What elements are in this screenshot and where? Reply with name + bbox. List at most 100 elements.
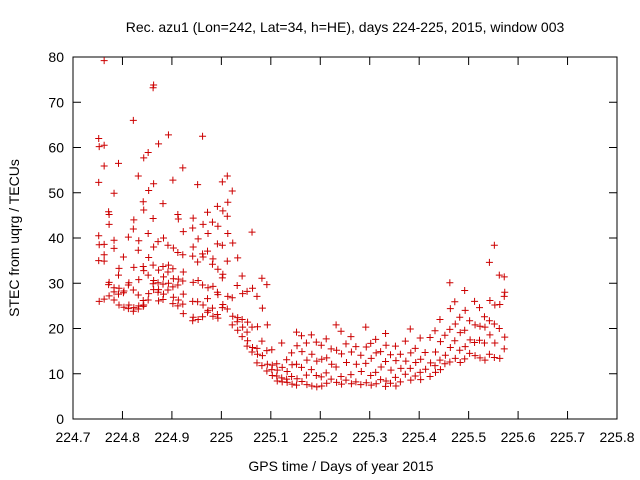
data-point (218, 241, 226, 249)
data-point (431, 327, 439, 335)
data-point (436, 338, 444, 346)
data-point (155, 297, 163, 305)
data-point (485, 258, 493, 266)
data-point (144, 229, 152, 237)
data-point (134, 172, 142, 180)
data-point (95, 134, 103, 142)
data-point (258, 337, 266, 345)
data-point (174, 275, 182, 283)
data-point (150, 180, 158, 188)
data-point (258, 274, 266, 282)
data-point (451, 320, 459, 328)
data-point (263, 281, 271, 289)
data-point (223, 172, 231, 180)
data-point (253, 344, 261, 352)
x-axis: 224.7 224.8 224.9 225 225.1 225.2 225.3 225.4 22… (55, 57, 635, 445)
data-point (239, 290, 247, 298)
data-point (396, 350, 404, 358)
data-point (149, 280, 157, 288)
data-point (288, 372, 296, 380)
data-point (189, 278, 197, 286)
data-point (149, 215, 157, 223)
data-point (451, 337, 459, 345)
data-point (446, 279, 454, 287)
data-point (154, 288, 162, 296)
data-point (95, 143, 103, 151)
data-point (372, 368, 380, 376)
x-axis-label: GPS time / Days of year 2015 (248, 458, 433, 474)
data-point (312, 338, 320, 346)
data-point (189, 214, 197, 222)
x-tick-label: 225.2 (303, 429, 338, 445)
data-point (145, 290, 153, 298)
data-point (228, 294, 236, 302)
data-point (480, 339, 488, 347)
data-point (164, 241, 172, 249)
y-tick-label: 50 (48, 185, 64, 201)
data-point (159, 263, 167, 271)
data-point (456, 346, 464, 354)
data-point (134, 246, 142, 254)
data-point (249, 284, 257, 292)
data-point (115, 264, 123, 272)
data-point (451, 298, 459, 306)
data-point (307, 366, 315, 374)
data-point (194, 315, 202, 323)
data-point (357, 351, 365, 359)
y-tick-label: 70 (48, 94, 64, 110)
data-point (382, 382, 390, 390)
data-point (328, 360, 336, 368)
data-point (476, 336, 484, 344)
data-point (253, 323, 261, 331)
data-point (307, 331, 315, 339)
data-point (313, 383, 321, 391)
data-point (208, 218, 216, 226)
data-point (441, 331, 449, 339)
data-point (129, 307, 137, 315)
data-point (169, 176, 177, 184)
y-axis: 0 10 20 30 40 50 60 70 80 (48, 49, 617, 427)
data-point (401, 370, 409, 378)
data-point (441, 351, 449, 359)
data-point (461, 355, 469, 363)
data-point (233, 282, 241, 290)
data-point (218, 304, 226, 312)
data-point (213, 202, 221, 210)
data-point (417, 376, 425, 384)
data-point (248, 228, 256, 236)
data-point (110, 189, 118, 197)
data-point (333, 346, 341, 354)
data-point (100, 141, 108, 149)
data-point (224, 292, 232, 300)
data-point (491, 339, 499, 347)
data-point (100, 295, 108, 303)
data-point (426, 372, 434, 380)
plot-frame (72, 56, 618, 420)
data-point (293, 375, 301, 383)
data-point (273, 360, 281, 368)
data-point (278, 363, 286, 371)
data-point (243, 342, 251, 350)
data-point (95, 232, 103, 240)
data-point (258, 352, 266, 360)
data-point (199, 253, 207, 261)
data-point (159, 200, 167, 208)
data-point (367, 372, 375, 380)
data-point (214, 291, 222, 299)
data-point (164, 286, 172, 294)
data-point (436, 366, 444, 374)
data-point (114, 290, 122, 298)
data-point (179, 268, 187, 276)
data-point (372, 349, 380, 357)
data-point (387, 366, 395, 374)
data-point (441, 360, 449, 368)
data-point (446, 305, 454, 313)
data-point (347, 348, 355, 356)
data-point (169, 283, 177, 291)
data-point (461, 306, 469, 314)
data-point (218, 274, 226, 282)
y-tick-label: 60 (48, 140, 64, 156)
y-tick-label: 10 (48, 366, 64, 382)
data-point (347, 333, 355, 341)
